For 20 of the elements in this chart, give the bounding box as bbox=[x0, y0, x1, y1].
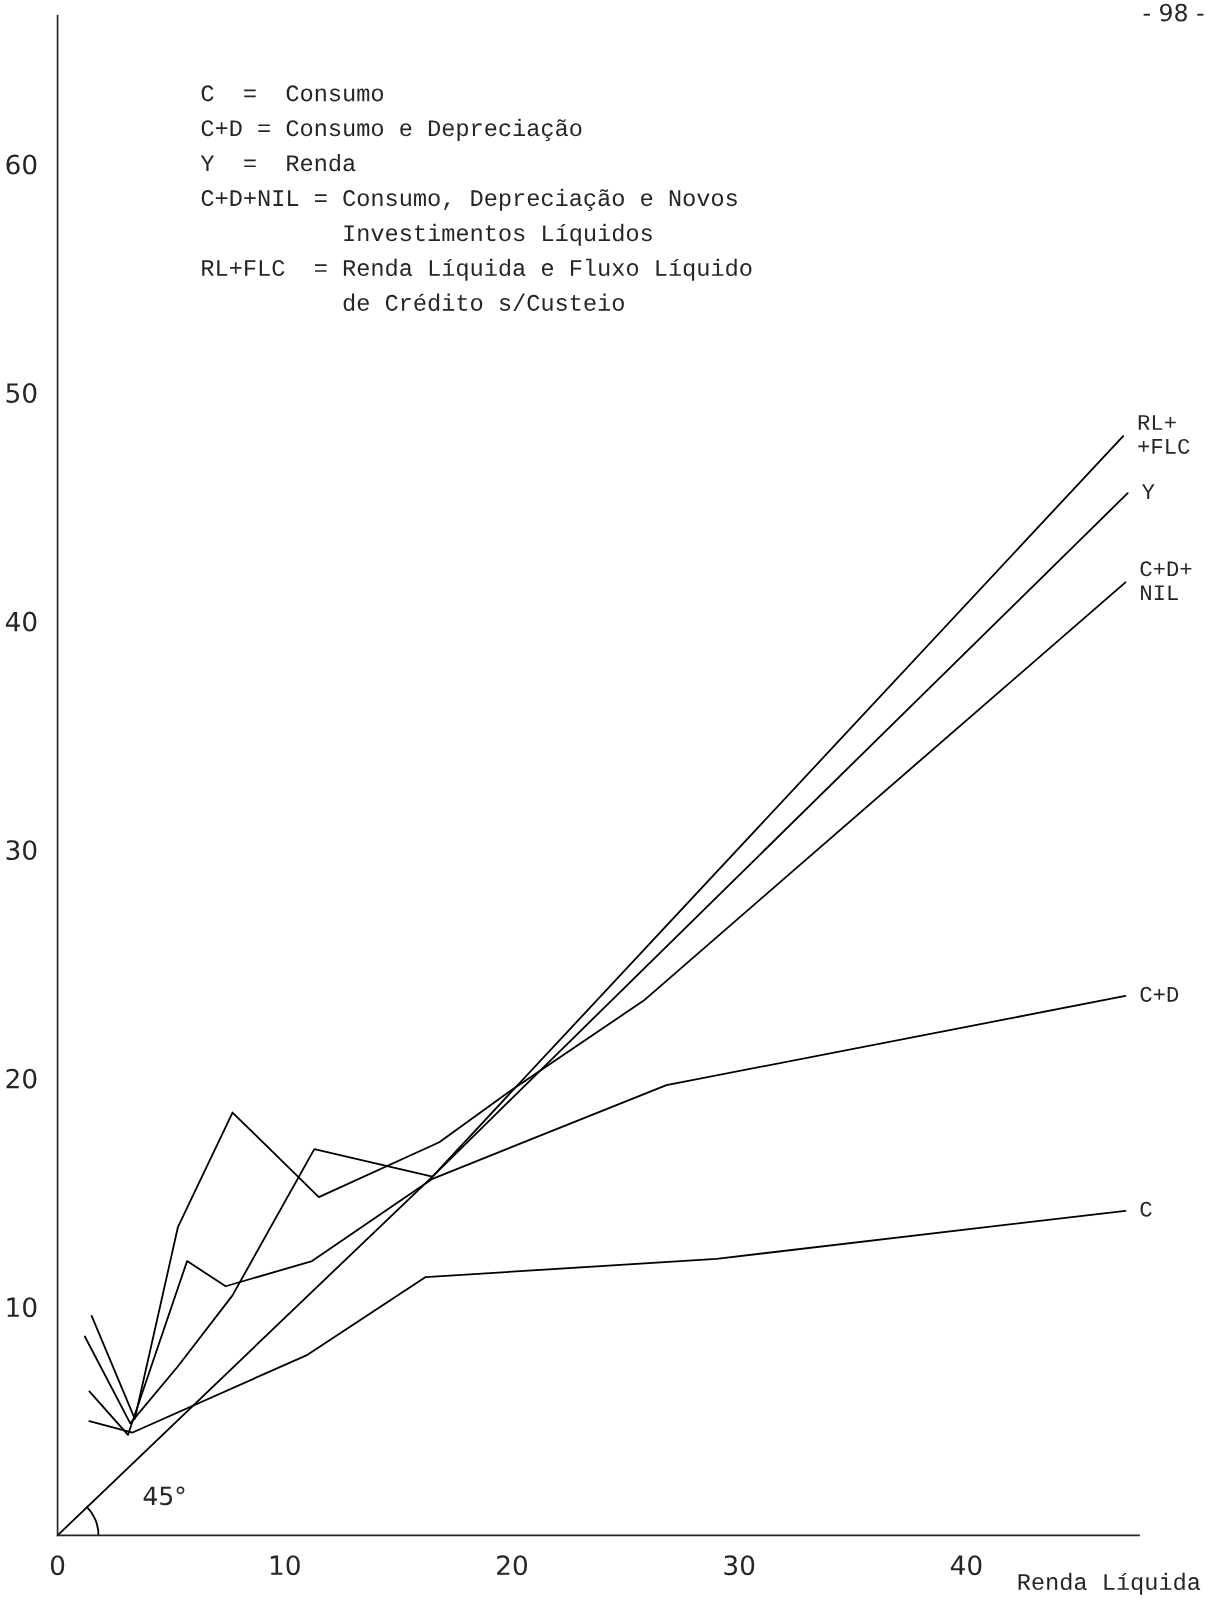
y-tick-label: 60 bbox=[6, 154, 37, 175]
x-tick-label: 20 bbox=[497, 1555, 528, 1576]
y-tick-label: 20 bbox=[6, 1068, 37, 1089]
series-label: RL+ +FLC bbox=[1138, 415, 1190, 454]
series-label: C bbox=[1140, 1201, 1152, 1217]
series-label: Y bbox=[1141, 484, 1155, 499]
x-tick-label: 30 bbox=[724, 1555, 755, 1576]
x-axis-title: Renda Líquida bbox=[1018, 1572, 1201, 1595]
x-tick-label: 10 bbox=[270, 1555, 300, 1576]
y-tick-label: 40 bbox=[5, 611, 37, 632]
y-tick-label: 50 bbox=[6, 383, 37, 404]
series-label: C+D bbox=[1140, 986, 1179, 1002]
annotation: 45° bbox=[143, 1486, 185, 1506]
series-label: C+D+ NIL bbox=[1140, 561, 1192, 601]
x-tick-label: 40 bbox=[950, 1555, 982, 1576]
annotation: C = Consumo C+D = Consumo e Depreciação Y = Renda C+D+NIL = Consumo, Depreciação e Novos Investimentos Líquidos RL+FLC = Renda Líquida e Fluxo Líquido de Crédito s/Custeio bbox=[200, 85, 752, 311]
y-tick-label: 30 bbox=[6, 840, 37, 861]
x-tick-label: 0 bbox=[50, 1555, 65, 1576]
text: - 98 - bbox=[1143, 3, 1204, 22]
y-tick-label: 10 bbox=[7, 1297, 37, 1318]
